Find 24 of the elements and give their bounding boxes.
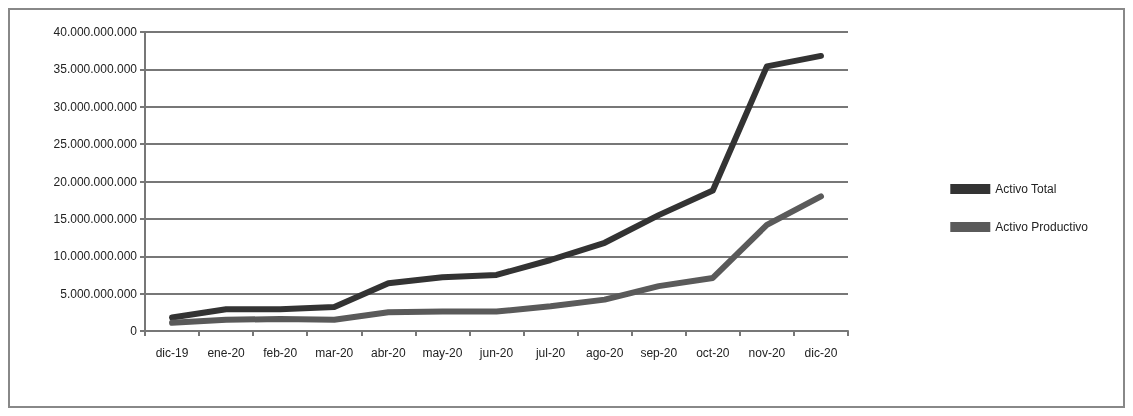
y-tick-label: 5.000.000.000 — [60, 286, 138, 301]
x-tick-label: ago-20 — [585, 346, 624, 360]
x-tick-label: feb-20 — [263, 346, 298, 360]
x-tick-label: sep-20 — [640, 346, 678, 360]
y-tick-label: 20.000.000.000 — [53, 174, 138, 189]
legend-label: Activo Productivo — [995, 220, 1089, 234]
x-tick-label: ene-20 — [207, 346, 246, 360]
y-tick-label: 25.000.000.000 — [53, 137, 138, 152]
y-tick-label: 40.000.000.000 — [53, 25, 138, 39]
x-tick-label: may-20 — [422, 346, 463, 360]
x-tick-label: mar-20 — [315, 346, 354, 360]
x-tick-label: dic-19 — [155, 346, 189, 360]
y-tick-label: 0 — [130, 324, 138, 338]
x-tick-label: jun-20 — [478, 346, 514, 360]
y-tick-label: 30.000.000.000 — [53, 99, 138, 114]
y-tick-label: 35.000.000.000 — [53, 62, 138, 77]
x-tick-label: nov-20 — [748, 346, 786, 360]
x-tick-label: oct-20 — [696, 346, 730, 360]
legend-label: Activo Total — [995, 182, 1057, 196]
y-tick-label: 10.000.000.000 — [53, 249, 138, 264]
x-tick-label: dic-20 — [804, 346, 838, 360]
x-tick-label: abr-20 — [371, 346, 407, 360]
x-tick-label: jul-20 — [534, 346, 566, 360]
y-tick-label: 15.000.000.000 — [53, 211, 138, 226]
